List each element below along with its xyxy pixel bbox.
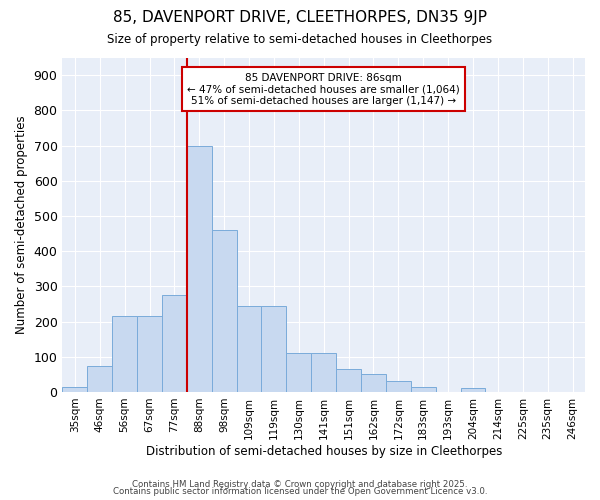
Bar: [162, 295, 187, 392]
Bar: [112, 316, 137, 392]
Y-axis label: Number of semi-detached properties: Number of semi-detached properties: [15, 116, 28, 334]
Bar: [461, 388, 485, 392]
Bar: [286, 353, 311, 392]
Bar: [386, 382, 411, 392]
Bar: [336, 369, 361, 392]
X-axis label: Distribution of semi-detached houses by size in Cleethorpes: Distribution of semi-detached houses by …: [146, 444, 502, 458]
Bar: [236, 306, 262, 392]
Text: 85 DAVENPORT DRIVE: 86sqm
← 47% of semi-detached houses are smaller (1,064)
51% : 85 DAVENPORT DRIVE: 86sqm ← 47% of semi-…: [187, 72, 460, 106]
Bar: [88, 366, 112, 392]
Bar: [411, 386, 436, 392]
Text: Size of property relative to semi-detached houses in Cleethorpes: Size of property relative to semi-detach…: [107, 32, 493, 46]
Bar: [311, 353, 336, 392]
Bar: [137, 316, 162, 392]
Bar: [62, 386, 88, 392]
Bar: [187, 146, 212, 392]
Text: Contains public sector information licensed under the Open Government Licence v3: Contains public sector information licen…: [113, 488, 487, 496]
Text: 85, DAVENPORT DRIVE, CLEETHORPES, DN35 9JP: 85, DAVENPORT DRIVE, CLEETHORPES, DN35 9…: [113, 10, 487, 25]
Text: Contains HM Land Registry data © Crown copyright and database right 2025.: Contains HM Land Registry data © Crown c…: [132, 480, 468, 489]
Bar: [262, 306, 286, 392]
Bar: [212, 230, 236, 392]
Bar: [361, 374, 386, 392]
